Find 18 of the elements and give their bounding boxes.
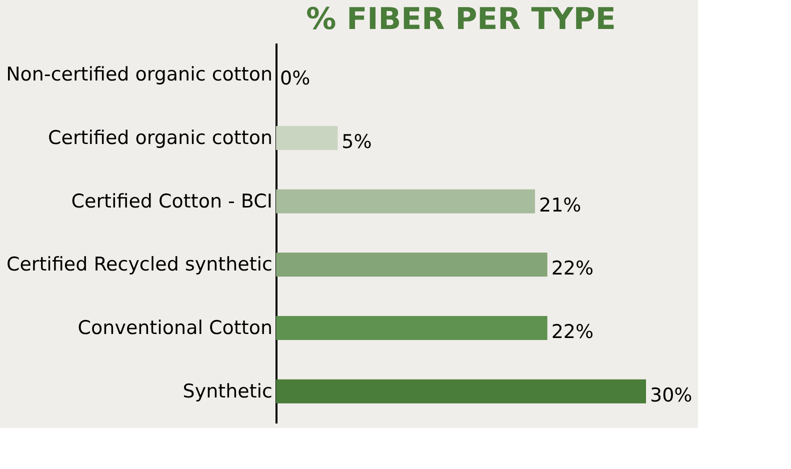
data-label: 0% (280, 68, 310, 90)
y-tick-label: Non-certified organic cotton (6, 64, 272, 86)
y-tick-label: Certified Cotton - BCI (71, 190, 272, 212)
bar (276, 316, 548, 340)
data-label: 30% (650, 384, 692, 406)
y-tick-label: Synthetic (182, 380, 272, 402)
chart-title: % FIBER PER TYPE (306, 2, 616, 37)
bar (276, 379, 646, 404)
y-tick-label: Certified Recycled synthetic (6, 254, 272, 276)
y-tick-label: Certified organic cotton (48, 127, 272, 149)
bar (276, 252, 548, 277)
y-tick-label: Conventional Cotton (78, 317, 272, 339)
data-label: 22% (551, 258, 594, 280)
bar (276, 126, 338, 150)
data-label: 21% (539, 194, 582, 216)
bar (276, 189, 535, 214)
data-label: 22% (551, 321, 594, 343)
data-label: 5% (342, 131, 372, 153)
